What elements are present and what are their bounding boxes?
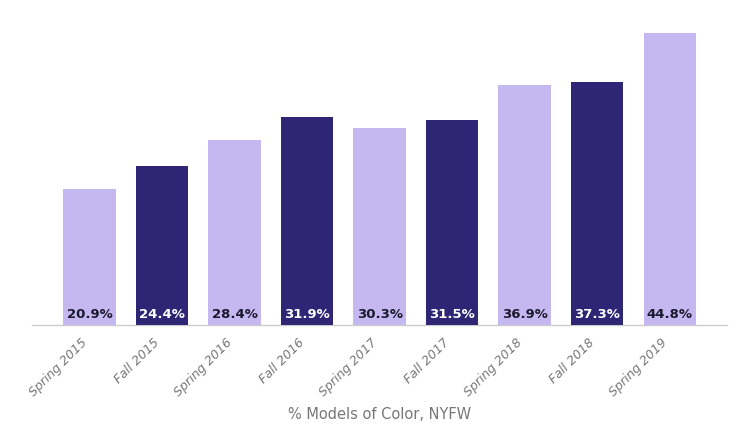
Text: 31.9%: 31.9% [284,307,330,320]
Bar [208,141,260,325]
Bar [281,118,333,325]
Bar [644,34,696,325]
Text: 44.8%: 44.8% [647,307,693,320]
Bar [63,190,115,325]
X-axis label: % Models of Color, NYFW: % Models of Color, NYFW [288,406,471,421]
Text: 37.3%: 37.3% [574,307,620,320]
Text: 36.9%: 36.9% [501,307,548,320]
Bar [498,85,551,325]
Text: 28.4%: 28.4% [211,307,257,320]
Text: 24.4%: 24.4% [139,307,185,320]
Bar [571,83,623,325]
Bar [136,167,188,325]
Bar [353,128,405,325]
Bar [426,121,478,325]
Text: 20.9%: 20.9% [67,307,112,320]
Text: 30.3%: 30.3% [356,307,403,320]
Text: 31.5%: 31.5% [429,307,475,320]
